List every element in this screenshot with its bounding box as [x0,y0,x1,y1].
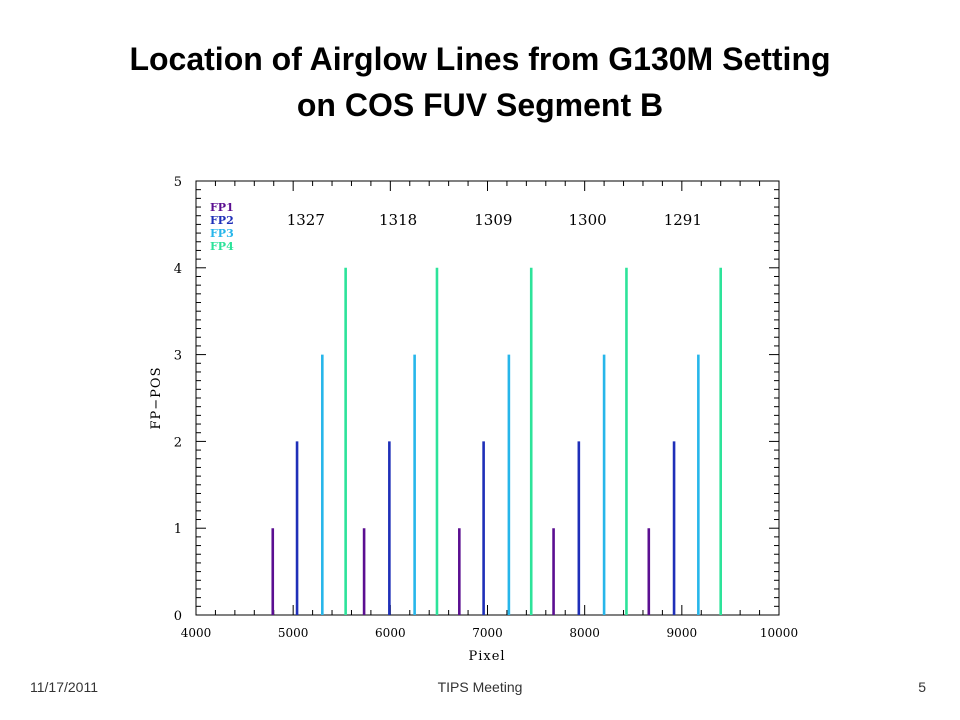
x-axis-label: Pixel [468,649,505,664]
wavelength-label: 1318 [379,211,417,229]
y-tick-label: 5 [174,175,182,190]
x-tick-label: 10000 [760,626,798,640]
legend-entry-fp4: FP4 [210,240,234,253]
slide-title-line2: on COS FUV Segment B [296,87,664,123]
bars-group [271,267,723,615]
footer-date: 11/17/2011 [30,679,98,695]
wavelength-label: 1309 [474,211,512,229]
legend-entry-fp2: FP2 [210,214,234,227]
y-tick-label: 4 [174,262,182,277]
slide-title-line1: Location of Airglow Lines from G130M Set… [129,41,831,77]
y-tick-label: 0 [174,609,182,624]
legend-entry-fp3: FP3 [210,227,234,240]
y-tick-label: 3 [174,349,182,364]
legend-entry-fp1: FP1 [210,201,234,214]
x-tick-label: 8000 [569,626,600,640]
wavelength-label: 1300 [568,211,606,229]
plot-frame [195,180,780,616]
x-tick-label: 9000 [667,626,698,640]
wavelength-label: 1327 [287,211,325,229]
axis-ticks [195,180,780,616]
wavelength-annotations: 1327 1318 1309 1300 1291 [287,211,702,229]
y-tick-label: 2 [174,435,182,450]
slide-title: Location of Airglow Lines from G130M Set… [40,36,920,128]
x-tick-label: 7000 [472,626,503,640]
x-tick-label: 5000 [278,626,309,640]
wavelength-label: 1291 [664,211,702,229]
x-tick-label: 6000 [375,626,406,640]
y-tick-labels: 0 1 2 3 4 5 [174,175,182,624]
y-tick-label: 1 [174,522,182,537]
footer-title: TIPS Meeting [437,679,523,695]
x-tick-label: 4000 [181,626,212,640]
x-tick-labels: 4000 5000 6000 7000 8000 9000 10000 [181,626,798,640]
y-axis-label: FP−POS [149,367,164,430]
footer-page-number: 5 [918,679,926,695]
